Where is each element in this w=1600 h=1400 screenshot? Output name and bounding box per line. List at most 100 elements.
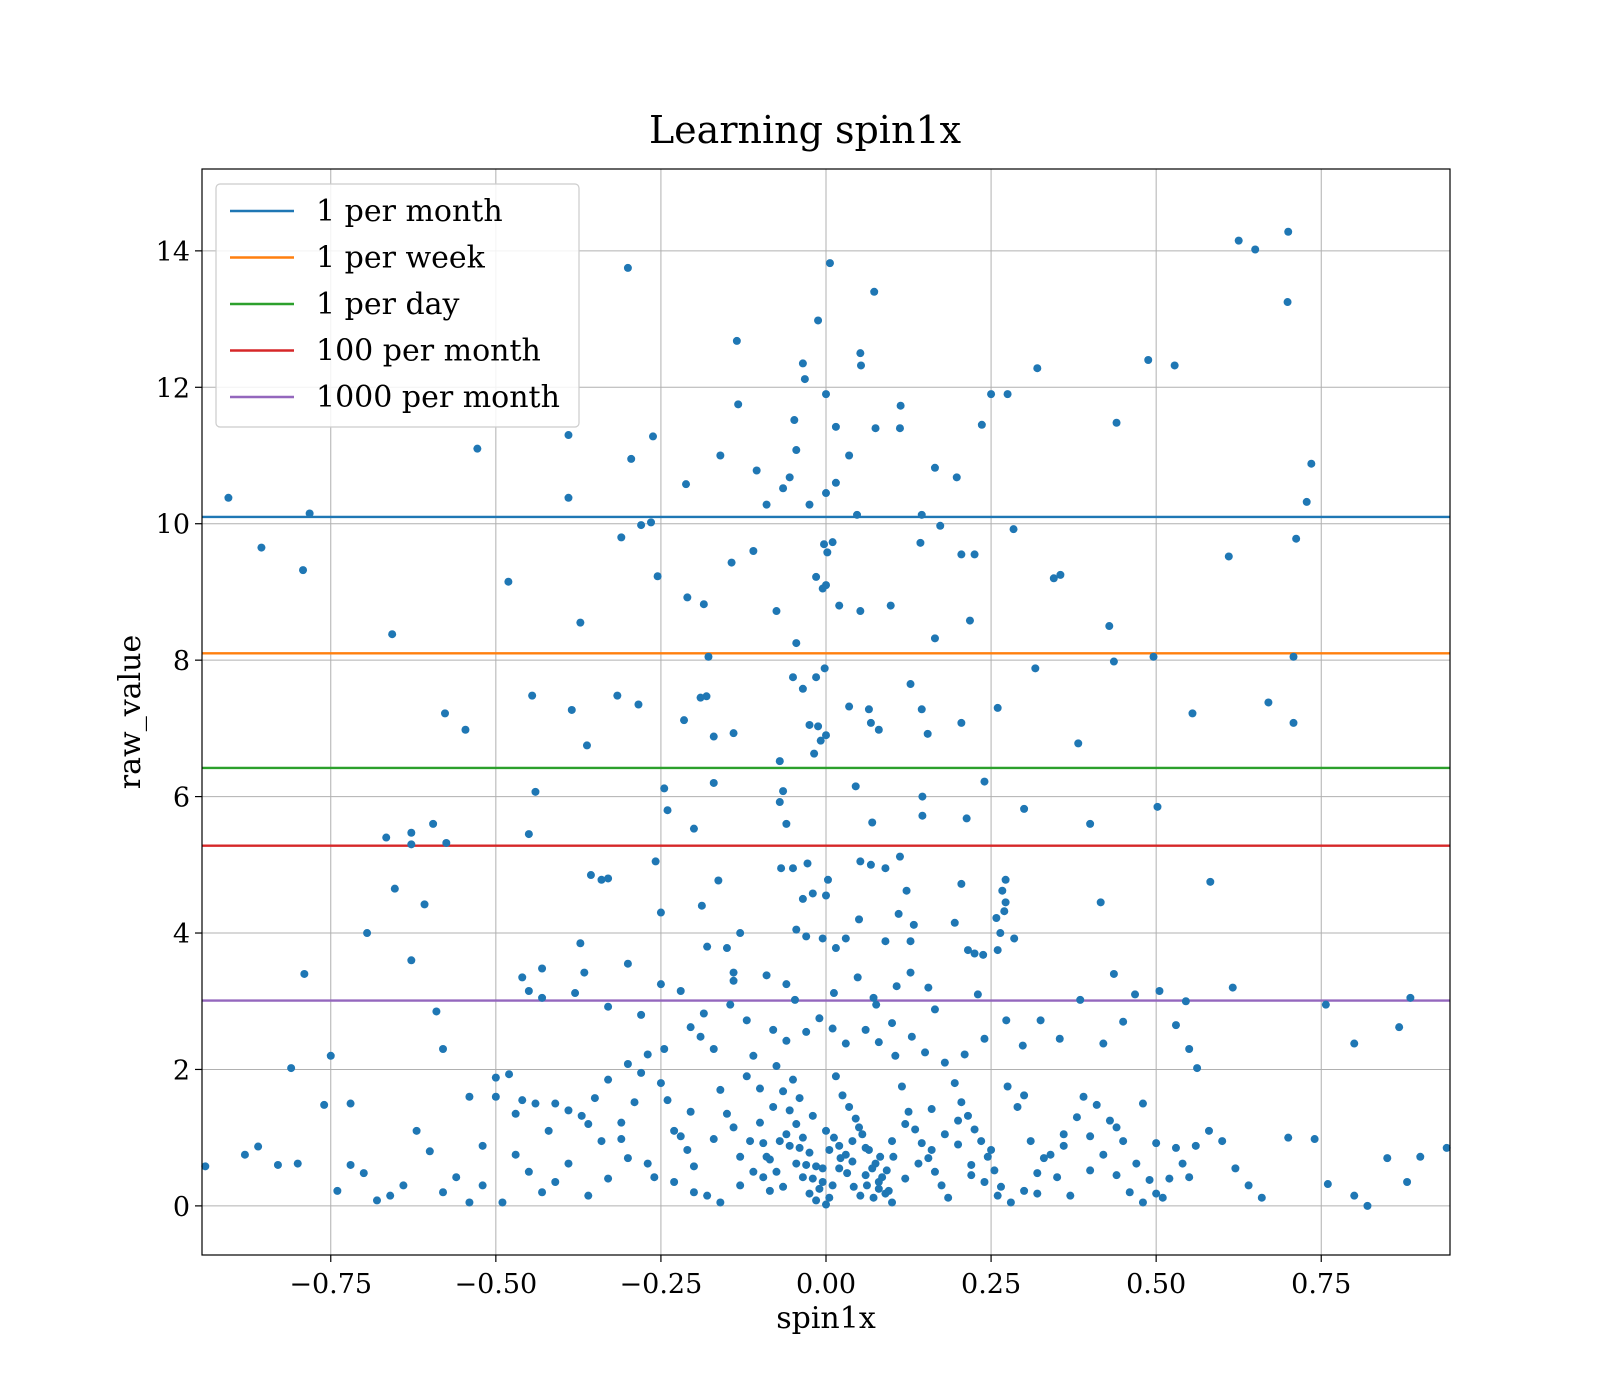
data-point: [1204, 1126, 1213, 1135]
data-point: [775, 757, 784, 766]
y-tick-label: 12: [156, 373, 190, 404]
data-point: [856, 349, 865, 358]
data-point: [993, 703, 1002, 712]
data-point: [987, 390, 996, 399]
data-point: [736, 1181, 745, 1190]
data-point: [823, 875, 832, 884]
data-point: [1046, 1150, 1055, 1159]
data-point: [1292, 534, 1301, 543]
legend-label: 1000 per month: [316, 380, 560, 415]
data-point: [759, 1139, 768, 1148]
data-point: [709, 732, 718, 741]
data-point: [822, 1126, 830, 1135]
data-point: [1018, 1041, 1027, 1050]
data-point: [957, 718, 966, 727]
data-point: [617, 1118, 626, 1127]
data-point: [491, 1092, 500, 1101]
data-point: [973, 990, 982, 999]
data-point: [881, 937, 890, 946]
data-point: [957, 879, 966, 888]
data-point: [808, 1111, 817, 1120]
data-point: [856, 361, 865, 370]
data-point: [1170, 361, 1179, 370]
data-point: [1153, 802, 1162, 811]
data-point: [782, 1130, 791, 1139]
data-point: [902, 886, 911, 895]
data-point: [604, 1174, 613, 1183]
data-point: [868, 818, 877, 827]
data-point: [923, 729, 932, 738]
data-point: [777, 864, 786, 873]
data-point: [647, 518, 656, 527]
data-point: [1010, 934, 1019, 943]
data-point: [1086, 819, 1095, 828]
data-point: [1165, 1174, 1174, 1183]
data-point: [967, 1160, 976, 1169]
data-point: [810, 749, 819, 758]
data-point: [829, 989, 838, 998]
data-point: [1181, 997, 1190, 1006]
data-point: [878, 1173, 887, 1182]
data-point: [407, 956, 416, 965]
data-point: [399, 1181, 408, 1190]
data-point: [853, 510, 862, 519]
data-point: [990, 1166, 999, 1175]
data-point: [1307, 459, 1316, 468]
data-point: [965, 616, 974, 625]
data-point: [1076, 995, 1085, 1004]
data-point: [1350, 1191, 1359, 1200]
data-point: [716, 1085, 725, 1094]
data-point: [473, 444, 482, 453]
data-point: [917, 705, 926, 714]
data-point: [954, 1140, 963, 1149]
y-axis-ticks: 0 2 4 6 8 10 12 14: [156, 237, 202, 1223]
data-point: [1138, 1198, 1147, 1207]
y-axis-label: raw_value: [113, 635, 148, 789]
data-point: [940, 1058, 949, 1067]
y-tick-label: 4: [173, 919, 190, 950]
x-axis-label: spin1x: [776, 1301, 876, 1336]
data-point: [866, 718, 875, 727]
data-point: [891, 1051, 900, 1060]
data-point: [785, 1106, 794, 1115]
data-point: [987, 1145, 996, 1154]
data-point: [792, 925, 801, 934]
data-point: [831, 422, 840, 431]
data-point: [952, 473, 961, 482]
data-point: [663, 1096, 672, 1105]
data-point: [504, 577, 513, 586]
data-point: [869, 993, 878, 1002]
data-point: [584, 1191, 593, 1200]
data-point: [1218, 1137, 1227, 1146]
data-point: [346, 1160, 355, 1169]
data-point: [630, 1098, 639, 1107]
data-point: [838, 1091, 847, 1100]
data-point: [864, 1145, 873, 1154]
data-point: [425, 1147, 434, 1156]
data-point: [970, 949, 979, 958]
data-point: [1171, 1021, 1180, 1030]
data-point: [420, 900, 429, 909]
data-point: [792, 1159, 801, 1168]
data-point: [957, 1098, 966, 1107]
data-point: [1442, 1143, 1451, 1152]
data-points: [201, 227, 1451, 1210]
data-point: [996, 1182, 1005, 1191]
data-point: [788, 1075, 797, 1084]
data-point: [524, 830, 533, 839]
data-point: [884, 1186, 893, 1195]
data-point: [779, 787, 788, 796]
data-point: [930, 463, 939, 472]
data-point: [697, 901, 706, 910]
data-point: [831, 944, 840, 953]
data-point: [866, 860, 875, 869]
data-point: [1053, 1173, 1062, 1182]
data-point: [407, 828, 416, 837]
data-point: [551, 1099, 560, 1108]
data-point: [703, 1191, 712, 1200]
data-point: [765, 1186, 774, 1195]
data-point: [1228, 983, 1237, 992]
data-point: [1119, 1137, 1128, 1146]
data-point: [788, 864, 797, 873]
data-point: [808, 889, 817, 898]
